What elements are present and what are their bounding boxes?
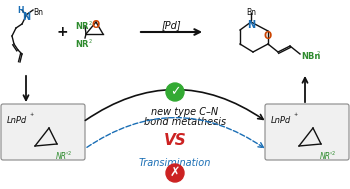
Text: $_2$: $_2$ <box>331 149 336 157</box>
Text: LnPd: LnPd <box>7 116 27 125</box>
FancyArrowPatch shape <box>85 118 264 148</box>
Text: $_2$: $_2$ <box>316 49 321 57</box>
Text: NR: NR <box>75 40 89 49</box>
Text: ✓: ✓ <box>170 85 180 98</box>
Text: LnPd: LnPd <box>271 116 291 125</box>
Text: Bn: Bn <box>246 8 256 17</box>
Text: NR: NR <box>75 22 89 31</box>
Text: O: O <box>92 20 100 30</box>
Text: $_2$: $_2$ <box>88 19 93 28</box>
Text: NBn: NBn <box>301 52 320 61</box>
Text: Transimination: Transimination <box>139 158 211 168</box>
Text: $^+$: $^+$ <box>28 113 35 119</box>
Text: O: O <box>264 31 272 41</box>
Text: VS: VS <box>164 133 186 148</box>
Text: N: N <box>247 20 255 30</box>
Text: N: N <box>22 12 30 22</box>
Text: [Pd]: [Pd] <box>161 20 181 30</box>
Text: $_2$: $_2$ <box>88 37 93 46</box>
Text: Bn: Bn <box>33 8 43 17</box>
Text: ✗: ✗ <box>170 166 180 179</box>
Text: bond metathesis: bond metathesis <box>144 117 226 127</box>
Circle shape <box>166 83 184 101</box>
Text: $^+$: $^+$ <box>292 113 299 119</box>
Circle shape <box>166 164 184 182</box>
Text: NR': NR' <box>320 152 333 161</box>
Text: +: + <box>56 25 68 39</box>
Text: $_2$: $_2$ <box>67 149 72 157</box>
Text: H: H <box>17 6 23 15</box>
FancyBboxPatch shape <box>1 104 85 160</box>
Text: NR': NR' <box>56 152 69 161</box>
Text: new type C–N: new type C–N <box>152 107 218 117</box>
FancyBboxPatch shape <box>265 104 349 160</box>
